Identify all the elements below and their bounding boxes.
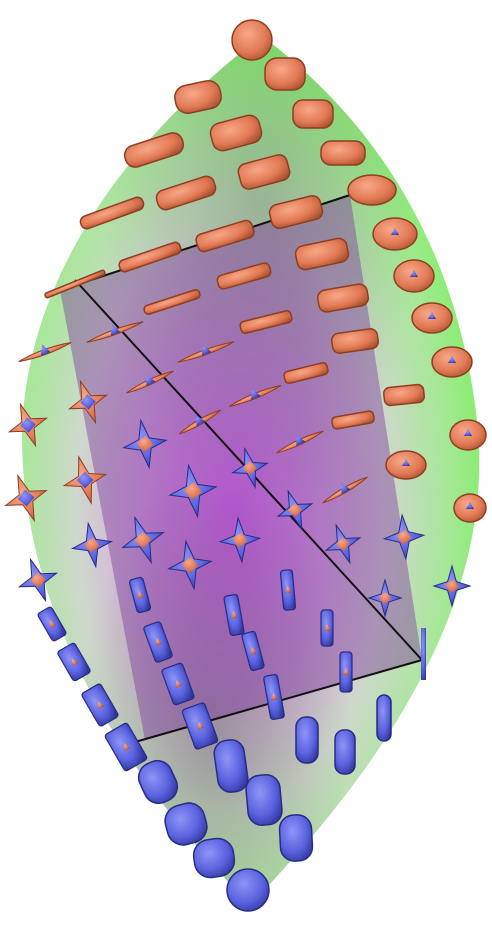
sphere-glyph bbox=[232, 20, 272, 60]
capsule-glyph bbox=[377, 695, 391, 741]
rod-glyph bbox=[421, 628, 426, 680]
capsule-glyph bbox=[279, 814, 313, 862]
capsule-glyph bbox=[293, 100, 333, 128]
disk-glyph bbox=[348, 175, 396, 205]
capsule-glyph bbox=[383, 384, 425, 406]
sphere-glyph bbox=[227, 869, 269, 911]
capsule-glyph bbox=[321, 141, 365, 165]
capsule-glyph bbox=[265, 58, 305, 90]
capsule-glyph bbox=[296, 717, 318, 763]
capsule-glyph bbox=[335, 730, 355, 774]
capsule-glyph bbox=[245, 774, 283, 827]
